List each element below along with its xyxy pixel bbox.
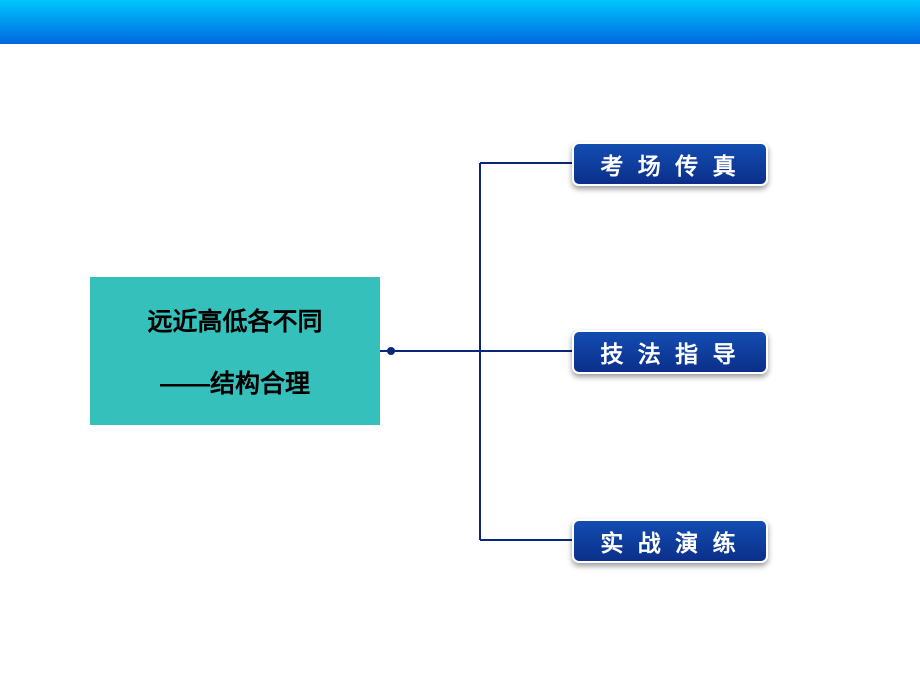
node-label: 考 场 传 真 xyxy=(600,147,739,181)
node-label: 实 战 演 练 xyxy=(600,524,739,558)
connector-main-horizontal xyxy=(380,350,480,352)
main-title-line1: 远近高低各不同 xyxy=(147,302,322,338)
connector-branch-top xyxy=(480,162,572,164)
node-technique-guide[interactable]: 技 法 指 导 xyxy=(572,330,768,374)
main-title-line2: ——结构合理 xyxy=(160,364,310,400)
connector-branch-mid xyxy=(480,350,572,352)
node-exam-fax[interactable]: 考 场 传 真 xyxy=(572,142,768,186)
connector-dot xyxy=(387,347,395,355)
connector-branch-bot xyxy=(480,539,572,541)
node-label: 技 法 指 导 xyxy=(600,335,739,369)
main-title-box: 远近高低各不同 ——结构合理 xyxy=(90,277,380,425)
top-gradient-bar xyxy=(0,0,920,44)
slide-canvas: 远近高低各不同 ——结构合理 考 场 传 真 技 法 指 导 实 战 演 练 xyxy=(0,0,920,690)
node-practice-drill[interactable]: 实 战 演 练 xyxy=(572,519,768,563)
